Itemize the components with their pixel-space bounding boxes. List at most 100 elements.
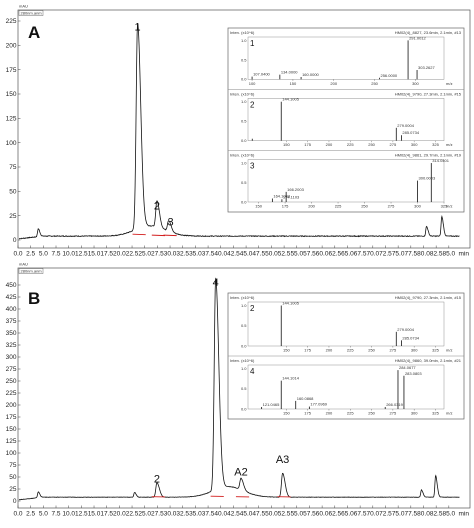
spectrum-x-tick-label: 300 — [411, 411, 418, 416]
spectrum-xlabel: m/z — [446, 348, 452, 353]
peak-label-3: 3 — [167, 216, 173, 228]
x-tick-label: 77.5 — [404, 251, 417, 258]
spectrum-header: HM02(4)_8827, 23.6min, 2.1min, #13 — [395, 30, 462, 35]
x-tick-label: 42.5 — [227, 251, 240, 258]
spectrum-y-tick-label: 0.0 — [241, 199, 247, 204]
spectrum-x-tick-label: 200 — [326, 411, 333, 416]
y-tick-label: 225 — [6, 390, 17, 397]
y-tick-label: 150 — [6, 91, 17, 98]
x-tick-label: 40.0 — [214, 251, 227, 258]
ms-peak-label: 279.0004 — [397, 123, 414, 128]
spectrum-x-tick-label: 150 — [283, 348, 290, 353]
y-tick-label: 225 — [6, 18, 17, 25]
ms-peak-label: 166.2003 — [287, 187, 304, 192]
plot-frame — [17, 9, 471, 249]
x-tick-label: 80.0 — [417, 251, 430, 258]
x-tick-label: 17.5 — [100, 511, 113, 518]
x-tick-label: 0.0 — [13, 511, 22, 518]
spectrum-y-tick-label: 0.5 — [241, 119, 247, 124]
x-axis-unit: min — [459, 511, 470, 518]
x-tick-label: 27.5 — [151, 511, 164, 518]
spectrum-header: HM02(4)_9790, 27.3min, 2.1min, #15 — [395, 91, 462, 96]
y-tick-label: 375 — [6, 318, 17, 325]
x-tick-label: 82.5 — [430, 251, 443, 258]
spectrum-y-tick-label: 0.5 — [241, 180, 247, 185]
x-tick-label: 32.5 — [176, 511, 189, 518]
x-tick-label: 7.5 — [51, 511, 60, 518]
x-tick-label: 7.5 — [51, 251, 60, 258]
y-tick-label: 175 — [6, 67, 17, 74]
ms-peak-label: 160.0000 — [302, 72, 319, 77]
x-tick-label: 22.5 — [126, 251, 139, 258]
spectrum-x-tick-label: 150 — [283, 142, 290, 147]
x-tick-label: 77.5 — [404, 511, 417, 518]
spectrum-ylabel: Inten. (x10^6) — [230, 358, 255, 363]
ms-peak-label: 283.0803 — [405, 371, 422, 376]
spectrum-x-tick-label: 150 — [290, 81, 297, 86]
spectrum-x-tick-label: 250 — [371, 81, 378, 86]
x-tick-label: 60.0 — [316, 511, 329, 518]
ms-peak-label: 256.0000 — [380, 73, 397, 78]
peak-label-2: 2 — [154, 201, 160, 213]
spectrum-x-tick-label: 250 — [368, 142, 375, 147]
x-tick-label: 62.5 — [328, 251, 341, 258]
inset-frame — [227, 27, 465, 213]
spectrum-x-tick-label: 150 — [255, 204, 262, 209]
spectrum-y-tick-label: 0.0 — [241, 406, 247, 411]
y-tick-label: 100 — [6, 450, 17, 457]
peak-label-A2: A2 — [234, 466, 247, 478]
spectrum-ylabel: Inten. (x10^6) — [230, 30, 255, 35]
mass-spectrum-2: Inten. (x10^6) HM02(4)_9790, 27.3min, 2.1… — [230, 295, 462, 353]
x-tick-label: 65.0 — [341, 251, 354, 258]
ms-peak-label: 144.1005 — [282, 97, 299, 102]
spectrum-y-tick-label: 0.5 — [241, 323, 247, 328]
spectrum-y-tick-label: 1.0 — [241, 366, 247, 371]
spectrum-axes — [247, 159, 445, 203]
legend-box — [18, 268, 44, 274]
legend-text: 280nm.anm — [21, 268, 43, 273]
spectrum-x-tick-label: 275 — [390, 411, 397, 416]
x-tick-label: 75.0 — [392, 251, 405, 258]
x-tick-label: 52.5 — [278, 251, 291, 258]
ms-peak-label: 160.0868 — [297, 396, 314, 401]
spectrum-header: HM02(4)_9790, 27.3min, 2.1min, #15 — [395, 295, 462, 300]
x-tick-label: 85.0 — [443, 251, 456, 258]
y-tick-label: 125 — [6, 116, 17, 123]
mass-spectrum-4: Inten. (x10^6) HM02(4)_9860, 39.0min, 2.1… — [228, 355, 464, 416]
x-tick-label: 10.0 — [62, 511, 75, 518]
panel-label: B — [28, 289, 40, 308]
spectrum-header: HM02(4)_9861, 29.7min, 2.1min, #19 — [395, 153, 462, 158]
spectrum-header: HM02(4)_9860, 39.0min, 2.1min, #21 — [395, 358, 462, 363]
spectrum-y-tick-label: 1.0 — [241, 99, 247, 104]
spectrum-y-tick-label: 0.0 — [241, 343, 247, 348]
spectrum-index: 2 — [250, 100, 255, 109]
spectrum-ylabel: Inten. (x10^6) — [230, 91, 255, 96]
x-tick-label: 60.0 — [316, 251, 329, 258]
x-tick-label: 30.0 — [164, 511, 177, 518]
x-tick-label: 25.0 — [138, 511, 151, 518]
spectrum-y-tick-label: 0.5 — [241, 57, 247, 62]
ms-peak-label: 284.0677 — [399, 365, 416, 370]
spectrum-x-tick-label: 225 — [335, 204, 342, 209]
y-tick-label: 0 — [13, 237, 17, 244]
y-tick-label: 50 — [9, 474, 17, 481]
spectrum-x-tick-label: 225 — [347, 348, 354, 353]
ms-peak-label: 121.0465 — [263, 402, 280, 407]
mass-spectrum-1: Inten. (x10^6) HM02(4)_8827, 23.6min, 2.1… — [230, 30, 462, 86]
y-unit-label: mAU — [19, 4, 28, 9]
x-tick-label: 30.0 — [164, 251, 177, 258]
x-tick-label: 50.0 — [265, 511, 278, 518]
spectrum-x-tick-label: 275 — [390, 142, 397, 147]
y-tick-label: 75 — [9, 164, 17, 171]
spectrum-x-tick-label: 200 — [330, 81, 337, 86]
x-tick-label: 2.5 — [26, 511, 35, 518]
spectrum-x-tick-label: 100 — [249, 81, 256, 86]
spectrum-x-tick-label: 200 — [308, 204, 315, 209]
mass-spectrum-2: Inten. (x10^6) HM02(4)_9790, 27.3min, 2.1… — [228, 89, 464, 147]
spectrum-y-tick-label: 1.0 — [241, 160, 247, 165]
y-tick-label: 75 — [9, 462, 17, 469]
y-tick-label: 25 — [9, 213, 17, 220]
x-tick-label: 62.5 — [328, 511, 341, 518]
ms-peak-label: 134.0000 — [281, 70, 298, 75]
y-tick-label: 450 — [6, 282, 17, 289]
